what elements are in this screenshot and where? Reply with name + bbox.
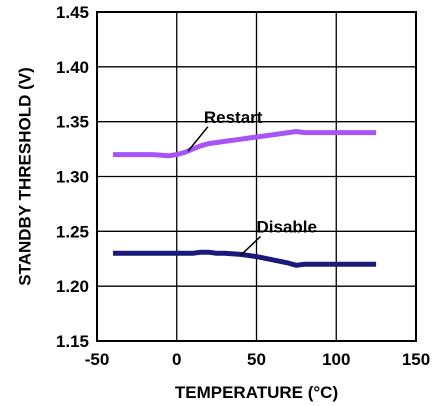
x-tick-label: -50 bbox=[85, 350, 110, 369]
annotation-pointer bbox=[240, 235, 262, 257]
y-tick-label: 1.40 bbox=[56, 58, 89, 77]
y-tick-label: 1.30 bbox=[56, 168, 89, 187]
series-line-disable bbox=[113, 249, 377, 268]
x-tick-labels: -50 0 50 100 150 bbox=[85, 350, 430, 369]
y-tick-label: 1.35 bbox=[56, 113, 89, 132]
annotation-pointer bbox=[187, 126, 209, 152]
x-tick-label: 0 bbox=[172, 350, 181, 369]
x-axis-label: TEMPERATURE (°C) bbox=[175, 383, 338, 402]
annotation-label: Disable bbox=[257, 217, 317, 236]
plot-frame bbox=[96, 11, 417, 342]
y-tick-label: 1.20 bbox=[56, 277, 89, 296]
y-tick-label: 1.45 bbox=[56, 3, 89, 22]
annotations: Restart Disable bbox=[187, 108, 317, 257]
y-tick-label: 1.15 bbox=[56, 332, 89, 351]
x-tick-label: 150 bbox=[402, 350, 430, 369]
y-tick-labels: 1.15 1.20 1.25 1.30 1.35 1.40 1.45 bbox=[56, 3, 89, 351]
y-tick-label: 1.25 bbox=[56, 222, 89, 241]
grid bbox=[97, 12, 416, 341]
x-tick-label: 50 bbox=[247, 350, 266, 369]
y-axis-label: STANDBY THRESHOLD (V) bbox=[15, 67, 34, 286]
series-line-restart bbox=[113, 129, 377, 159]
annotation-label: Restart bbox=[204, 108, 263, 127]
series-lines bbox=[113, 129, 377, 268]
x-tick-label: 100 bbox=[322, 350, 350, 369]
